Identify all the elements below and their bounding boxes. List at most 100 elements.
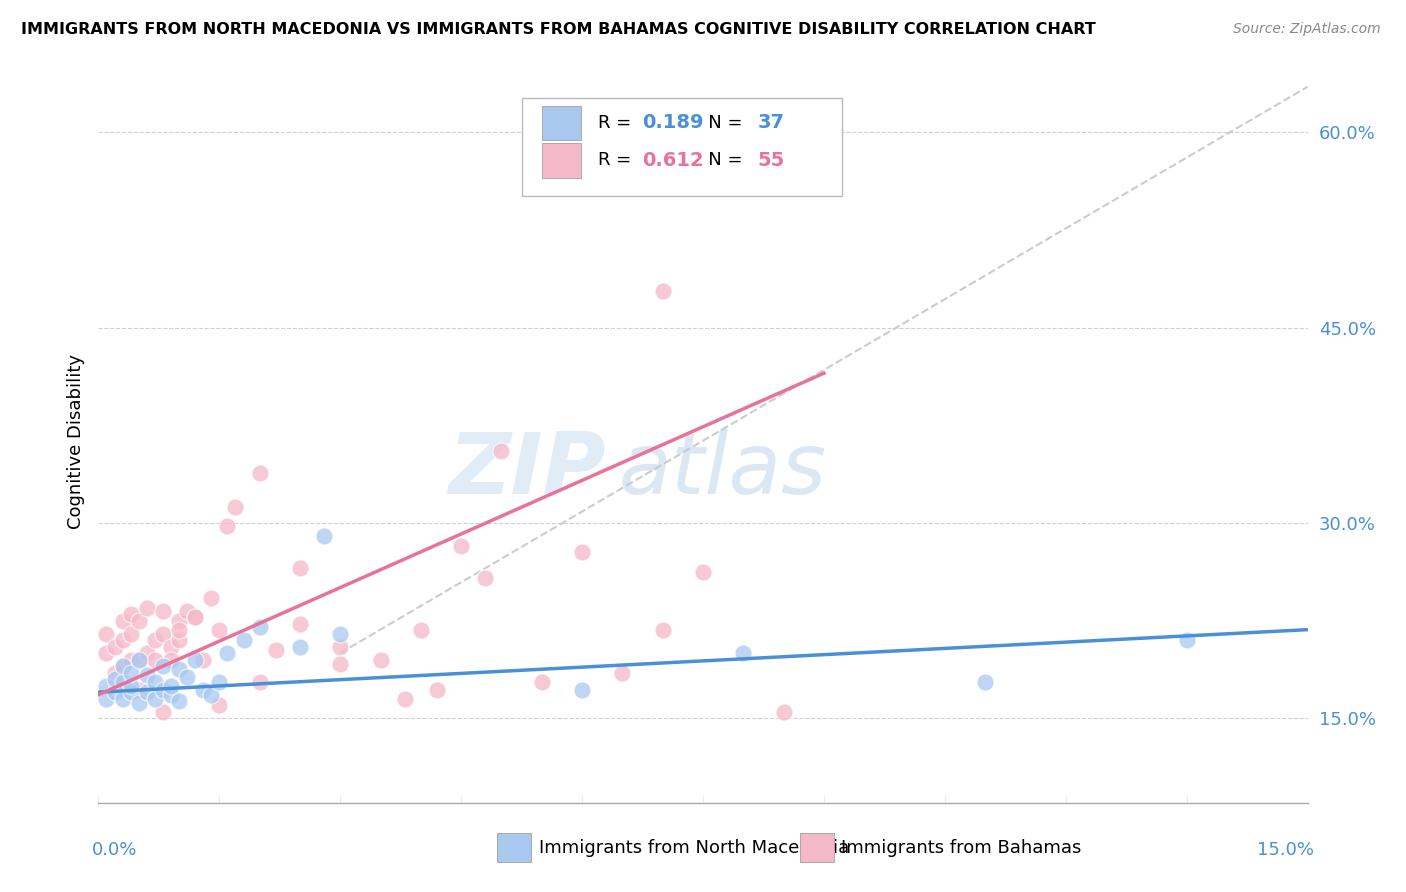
- Point: [143, 691, 166, 706]
- FancyBboxPatch shape: [522, 98, 842, 196]
- Point: [200, 688, 222, 702]
- Point: [135, 646, 157, 660]
- Text: 55: 55: [758, 151, 785, 170]
- Bar: [498, 833, 531, 862]
- Point: [200, 591, 222, 606]
- Text: ZIP: ZIP: [449, 429, 606, 512]
- Point: [184, 609, 207, 624]
- Text: N =: N =: [690, 152, 748, 169]
- Point: [135, 600, 157, 615]
- Point: [160, 640, 183, 654]
- Point: [370, 652, 392, 666]
- Point: [120, 652, 142, 666]
- Point: [111, 614, 134, 628]
- Point: [96, 679, 118, 693]
- Point: [120, 685, 142, 699]
- Text: Immigrants from Bahamas: Immigrants from Bahamas: [841, 838, 1081, 856]
- Text: 37: 37: [758, 113, 785, 132]
- Point: [329, 640, 352, 654]
- Point: [160, 679, 183, 693]
- Point: [96, 691, 118, 706]
- Point: [651, 623, 673, 637]
- Point: [176, 669, 198, 683]
- Point: [143, 652, 166, 666]
- Point: [193, 652, 215, 666]
- Point: [120, 626, 142, 640]
- Point: [288, 617, 311, 632]
- Text: IMMIGRANTS FROM NORTH MACEDONIA VS IMMIGRANTS FROM BAHAMAS COGNITIVE DISABILITY : IMMIGRANTS FROM NORTH MACEDONIA VS IMMIG…: [21, 22, 1095, 37]
- Point: [120, 679, 142, 693]
- Point: [143, 674, 166, 689]
- Point: [409, 623, 432, 637]
- Point: [152, 626, 174, 640]
- Text: N =: N =: [690, 114, 748, 132]
- Point: [128, 652, 150, 666]
- Bar: [543, 143, 581, 178]
- Point: [217, 518, 239, 533]
- Point: [167, 623, 190, 637]
- Point: [111, 659, 134, 673]
- Point: [249, 620, 271, 634]
- Point: [249, 467, 271, 481]
- Point: [329, 626, 352, 640]
- Text: atlas: atlas: [619, 429, 827, 512]
- Bar: [800, 833, 834, 862]
- Point: [474, 571, 496, 585]
- Point: [135, 685, 157, 699]
- Point: [128, 614, 150, 628]
- Point: [208, 698, 231, 713]
- Point: [329, 657, 352, 671]
- Point: [232, 633, 254, 648]
- Point: [264, 643, 287, 657]
- Point: [217, 646, 239, 660]
- Point: [692, 566, 714, 580]
- Bar: [543, 105, 581, 140]
- Text: 15.0%: 15.0%: [1257, 841, 1313, 859]
- Point: [208, 674, 231, 689]
- Point: [160, 652, 183, 666]
- Y-axis label: Cognitive Disability: Cognitive Disability: [66, 354, 84, 529]
- Point: [167, 694, 190, 708]
- Point: [530, 674, 553, 689]
- Point: [103, 685, 125, 699]
- Point: [96, 646, 118, 660]
- Point: [103, 672, 125, 686]
- Point: [288, 640, 311, 654]
- Text: 0.189: 0.189: [643, 113, 704, 132]
- Point: [184, 609, 207, 624]
- Point: [193, 682, 215, 697]
- Point: [571, 682, 593, 697]
- Point: [120, 607, 142, 621]
- Point: [152, 604, 174, 618]
- Point: [314, 529, 336, 543]
- Point: [96, 626, 118, 640]
- Point: [128, 652, 150, 666]
- Text: R =: R =: [598, 152, 637, 169]
- Text: 0.612: 0.612: [643, 151, 704, 170]
- Point: [103, 665, 125, 680]
- Point: [111, 633, 134, 648]
- Point: [128, 696, 150, 710]
- Point: [208, 623, 231, 637]
- Text: R =: R =: [598, 114, 637, 132]
- Point: [184, 652, 207, 666]
- Point: [120, 665, 142, 680]
- Point: [974, 674, 997, 689]
- Point: [152, 682, 174, 697]
- Point: [152, 705, 174, 719]
- Point: [167, 614, 190, 628]
- Point: [111, 674, 134, 689]
- Point: [1175, 633, 1198, 648]
- Point: [152, 659, 174, 673]
- Point: [167, 633, 190, 648]
- Point: [651, 284, 673, 298]
- Text: 0.0%: 0.0%: [93, 841, 138, 859]
- Point: [772, 705, 794, 719]
- Point: [143, 633, 166, 648]
- Point: [111, 659, 134, 673]
- Point: [128, 682, 150, 697]
- Text: Immigrants from North Macedonia: Immigrants from North Macedonia: [538, 838, 849, 856]
- Point: [176, 604, 198, 618]
- Point: [224, 500, 246, 515]
- Point: [249, 674, 271, 689]
